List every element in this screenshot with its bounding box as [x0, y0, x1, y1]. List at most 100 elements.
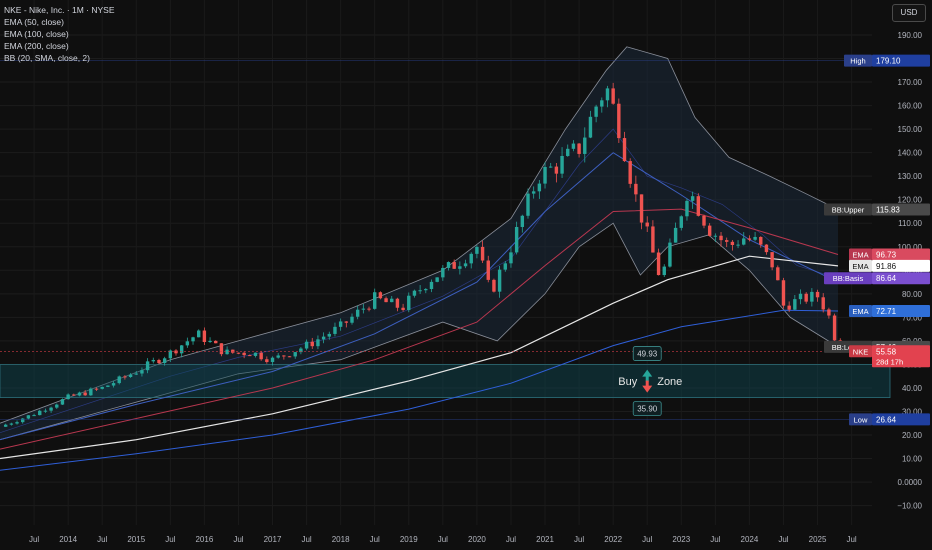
candle-body — [810, 291, 814, 302]
candle-body — [617, 103, 621, 139]
bb-lower-line — [0, 222, 839, 441]
x-tick-label: 2024 — [741, 535, 759, 544]
bollinger-band-fill — [0, 46, 838, 440]
y-tick-label: 20.00 — [902, 431, 923, 440]
legend-bb[interactable]: BB (20, SMA, close, 2) — [4, 53, 90, 63]
candle-body — [424, 289, 428, 291]
x-tick-label: Jul — [165, 535, 175, 544]
candle-body — [361, 308, 366, 310]
price-tag-value: 26.64 — [876, 415, 897, 424]
candle-body — [690, 196, 695, 201]
candle-body — [577, 143, 581, 154]
candle-body — [83, 392, 87, 396]
x-tick-label: 2021 — [536, 535, 554, 544]
buy-zone-text-right: Zone — [657, 376, 682, 388]
candle-body — [815, 291, 820, 298]
candle-body — [628, 161, 632, 184]
zone-bottom-value: 35.90 — [637, 405, 658, 414]
candle-body — [327, 333, 331, 337]
candle-body — [21, 418, 25, 423]
zone-top-box — [632, 346, 662, 361]
candle-body — [475, 246, 479, 254]
candle-body — [242, 352, 246, 356]
price-tag-label: NKE — [853, 347, 868, 356]
x-tick-label: Jul — [233, 535, 243, 544]
price-tag-value-bg — [872, 413, 930, 426]
currency-button[interactable]: USD — [892, 4, 926, 22]
chart-legend: NKE - Nike, Inc. · 1M · NYSE EMA (50, cl… — [4, 4, 115, 64]
y-tick-label: 80.00 — [902, 290, 923, 299]
price-tag-label-bg — [824, 272, 872, 285]
candle-body — [793, 299, 797, 310]
legend-ema100[interactable]: EMA (100, close) — [4, 29, 69, 39]
price-tag-value-bg — [872, 259, 930, 272]
candle-body — [736, 244, 740, 246]
x-tick-label: Jul — [710, 535, 720, 544]
y-tick-label: 130.00 — [898, 172, 923, 181]
ema-line-1 — [0, 208, 839, 450]
x-tick-label: 2023 — [672, 535, 690, 544]
x-tick-label: 2022 — [604, 535, 622, 544]
price-tag-value: 179.10 — [876, 57, 901, 66]
candle-body — [764, 244, 769, 253]
ema-line-2 — [0, 255, 839, 460]
price-tag-label: BB:Lower — [832, 343, 865, 352]
y-tick-label: −10.00 — [897, 502, 922, 511]
x-tick-label: 2016 — [195, 535, 213, 544]
price-tag-label: BB:Basis — [833, 274, 864, 283]
countdown-label: 28d 17h — [876, 357, 903, 366]
price-tag-label-bg — [849, 413, 872, 426]
price-tag-value: 115.83 — [876, 206, 900, 215]
symbol-title: NKE - Nike, Inc. · 1M · NYSE — [4, 5, 115, 15]
price-tag-value-bg — [872, 54, 930, 67]
candle-body — [333, 326, 337, 334]
price-tag-value: 55.58 — [876, 347, 897, 356]
price-tag-value: 86.64 — [876, 274, 897, 283]
x-tick-label: Jul — [29, 535, 39, 544]
x-tick-label: Jul — [506, 535, 516, 544]
candle-body — [543, 166, 547, 184]
candle-body — [390, 298, 394, 303]
candle-body — [60, 399, 65, 405]
candle-body — [526, 193, 530, 216]
candle-body — [770, 252, 774, 268]
candle-body — [355, 309, 360, 317]
candle-body — [49, 407, 53, 411]
candle-body — [38, 410, 42, 416]
candle-body — [480, 246, 485, 261]
x-tick-label: Jul — [574, 535, 584, 544]
y-tick-label: 70.00 — [902, 313, 923, 322]
x-tick-label: 2019 — [400, 535, 418, 544]
candle-body — [600, 100, 604, 107]
candle-body — [94, 388, 99, 390]
candle-body — [707, 225, 712, 236]
candle-body — [497, 269, 502, 292]
candle-body — [656, 252, 661, 276]
candle-body — [503, 263, 507, 270]
buy-zone-box[interactable] — [0, 364, 891, 398]
candle-body — [486, 260, 490, 280]
candle-body — [145, 361, 150, 371]
candle-body — [753, 236, 757, 240]
x-tick-label: 2017 — [264, 535, 282, 544]
candle-body — [248, 355, 252, 357]
candle-body — [9, 423, 14, 425]
candle-body — [350, 316, 354, 323]
legend-ema50[interactable]: EMA (50, close) — [4, 17, 64, 27]
candle-body — [179, 345, 184, 354]
price-tag-value-bg — [872, 304, 930, 317]
zone-top-value: 49.93 — [637, 350, 658, 359]
candle-body — [583, 137, 587, 154]
candle-body — [634, 183, 638, 195]
candle-body — [435, 277, 439, 282]
y-tick-label: 150.00 — [898, 125, 923, 134]
candle-body — [191, 337, 195, 342]
price-tag-label: Low — [854, 415, 868, 424]
candle-body — [549, 166, 553, 168]
candle-body — [214, 340, 218, 344]
legend-ema200[interactable]: EMA (200, close) — [4, 41, 69, 51]
x-tick-label: Jul — [301, 535, 311, 544]
y-tick-label: 110.00 — [898, 219, 922, 228]
candle-body — [696, 196, 701, 216]
